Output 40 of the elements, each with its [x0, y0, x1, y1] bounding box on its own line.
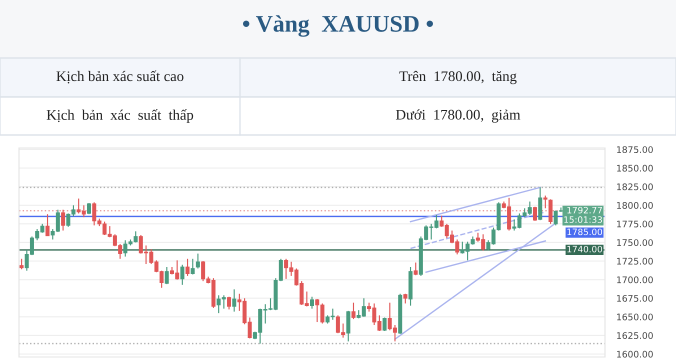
ref-line-label: 1785.00: [567, 228, 602, 236]
text: Dưới 1780.00, giảm: [396, 109, 520, 123]
candlestick: [346, 310, 350, 342]
candlestick: [351, 302, 356, 320]
candlestick: [196, 253, 200, 270]
annotation: 15:01:33: [564, 216, 602, 223]
y-tick-label: 1775.00: [617, 220, 653, 228]
y-tick-label: 1875.00: [617, 146, 653, 154]
ref-line-label: 1740.00: [567, 246, 602, 252]
candlestick: [164, 266, 169, 285]
text: Kịch bản xác suất thấp: [46, 109, 194, 123]
candlestick: [382, 317, 387, 332]
candlestick: [532, 206, 537, 222]
candlestick: [538, 186, 542, 221]
candlestick: [61, 209, 66, 232]
y-tick-label: 1700.00: [617, 276, 653, 284]
y-tick-label: 1625.00: [617, 332, 653, 339]
y-tick-label: 1675.00: [617, 294, 653, 302]
candlestick: [414, 262, 418, 276]
ref-line-label: 1792.77: [567, 206, 602, 214]
y-tick-label: 1850.00: [617, 164, 653, 172]
y-tick-label: 1750.00: [617, 239, 653, 246]
chart-title: • Vàng XAUUSD •: [242, 15, 434, 37]
candlestick: [310, 296, 314, 310]
candlestick: [190, 258, 195, 275]
candlestick: [227, 296, 232, 310]
y-tick-label: 1825.00: [617, 183, 653, 190]
candlestick: [543, 195, 548, 209]
text: Trên 1780.00, tăng: [399, 70, 517, 84]
candlestick: [232, 288, 236, 312]
candlestick: [180, 264, 184, 286]
y-tick-label: 1600.00: [617, 350, 653, 358]
candlestick: [186, 258, 190, 276]
y-tick-label: 1800.00: [617, 202, 653, 209]
y-tick-label: 1725.00: [617, 258, 653, 265]
candlestick: [46, 214, 50, 236]
candlestick: [548, 198, 553, 224]
y-tick-label: 1650.00: [617, 314, 653, 320]
candlestick: [20, 258, 24, 270]
text: Kịch bản xác suất cao: [56, 70, 184, 84]
